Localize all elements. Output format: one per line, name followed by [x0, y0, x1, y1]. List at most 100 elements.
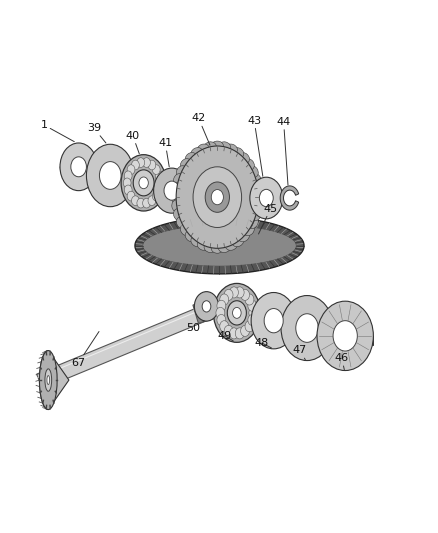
- Ellipse shape: [232, 236, 243, 247]
- Ellipse shape: [247, 217, 258, 229]
- Ellipse shape: [244, 294, 253, 305]
- Polygon shape: [279, 186, 298, 210]
- Ellipse shape: [204, 142, 216, 152]
- Polygon shape: [60, 167, 98, 171]
- Ellipse shape: [224, 325, 233, 336]
- Polygon shape: [194, 306, 219, 309]
- Ellipse shape: [264, 309, 283, 333]
- Ellipse shape: [155, 171, 162, 181]
- Ellipse shape: [171, 200, 181, 212]
- Polygon shape: [134, 217, 304, 274]
- Ellipse shape: [197, 240, 209, 251]
- Ellipse shape: [45, 369, 52, 391]
- Text: 41: 41: [158, 138, 172, 167]
- Ellipse shape: [243, 224, 254, 236]
- Polygon shape: [39, 351, 69, 409]
- Ellipse shape: [173, 174, 184, 185]
- Ellipse shape: [252, 182, 262, 195]
- Text: 50: 50: [186, 321, 203, 333]
- Text: 45: 45: [258, 204, 277, 234]
- Ellipse shape: [218, 142, 230, 152]
- Ellipse shape: [71, 157, 86, 177]
- Ellipse shape: [229, 328, 238, 339]
- Ellipse shape: [127, 165, 134, 174]
- Ellipse shape: [235, 328, 244, 339]
- Ellipse shape: [124, 171, 132, 181]
- Ellipse shape: [127, 191, 134, 201]
- Ellipse shape: [235, 287, 244, 298]
- Text: 40: 40: [125, 131, 140, 154]
- Ellipse shape: [148, 196, 155, 206]
- Polygon shape: [249, 198, 283, 202]
- Ellipse shape: [173, 208, 184, 221]
- Ellipse shape: [193, 167, 241, 228]
- Ellipse shape: [164, 181, 179, 200]
- Ellipse shape: [232, 148, 243, 158]
- Ellipse shape: [213, 284, 260, 342]
- Ellipse shape: [123, 178, 131, 188]
- Ellipse shape: [152, 191, 160, 201]
- Ellipse shape: [332, 321, 357, 351]
- Ellipse shape: [156, 178, 164, 188]
- Ellipse shape: [219, 321, 228, 332]
- Ellipse shape: [251, 174, 261, 185]
- Ellipse shape: [215, 308, 224, 318]
- Ellipse shape: [39, 351, 57, 409]
- Ellipse shape: [86, 144, 134, 207]
- Ellipse shape: [216, 300, 225, 311]
- Ellipse shape: [133, 170, 154, 196]
- Ellipse shape: [247, 314, 256, 326]
- Polygon shape: [153, 191, 191, 195]
- Text: 42: 42: [191, 114, 209, 145]
- Ellipse shape: [237, 231, 249, 242]
- Ellipse shape: [191, 236, 202, 247]
- Ellipse shape: [225, 240, 237, 251]
- Ellipse shape: [180, 224, 191, 236]
- Ellipse shape: [131, 160, 139, 170]
- Ellipse shape: [180, 159, 191, 170]
- Ellipse shape: [243, 159, 254, 170]
- Ellipse shape: [47, 376, 49, 384]
- Text: 43: 43: [247, 116, 262, 176]
- Ellipse shape: [247, 300, 256, 311]
- Polygon shape: [192, 300, 215, 324]
- Polygon shape: [251, 321, 297, 326]
- Ellipse shape: [295, 314, 318, 342]
- Ellipse shape: [280, 295, 332, 360]
- Polygon shape: [86, 175, 135, 181]
- Polygon shape: [142, 225, 296, 266]
- Ellipse shape: [227, 301, 246, 325]
- Polygon shape: [280, 328, 333, 334]
- Polygon shape: [316, 336, 373, 344]
- Ellipse shape: [211, 190, 223, 205]
- Ellipse shape: [139, 177, 148, 189]
- Ellipse shape: [252, 200, 262, 212]
- Text: 49: 49: [217, 330, 233, 341]
- Ellipse shape: [191, 148, 202, 158]
- Ellipse shape: [229, 287, 238, 298]
- Text: 46: 46: [334, 353, 348, 370]
- Ellipse shape: [155, 185, 162, 195]
- Ellipse shape: [148, 160, 155, 170]
- Ellipse shape: [225, 144, 237, 154]
- Ellipse shape: [224, 289, 233, 301]
- Ellipse shape: [240, 325, 249, 336]
- Ellipse shape: [176, 217, 187, 229]
- Ellipse shape: [211, 244, 223, 253]
- Text: 39: 39: [87, 123, 106, 143]
- Ellipse shape: [171, 191, 181, 203]
- Ellipse shape: [171, 182, 181, 195]
- Ellipse shape: [142, 158, 150, 167]
- Ellipse shape: [124, 185, 132, 195]
- Ellipse shape: [251, 208, 261, 221]
- Ellipse shape: [251, 293, 296, 349]
- Ellipse shape: [204, 243, 216, 253]
- Ellipse shape: [248, 308, 257, 318]
- Ellipse shape: [249, 177, 282, 219]
- Ellipse shape: [211, 141, 223, 151]
- Ellipse shape: [218, 243, 230, 253]
- Ellipse shape: [152, 165, 160, 174]
- Ellipse shape: [176, 146, 258, 248]
- Ellipse shape: [259, 189, 272, 207]
- Ellipse shape: [197, 144, 209, 154]
